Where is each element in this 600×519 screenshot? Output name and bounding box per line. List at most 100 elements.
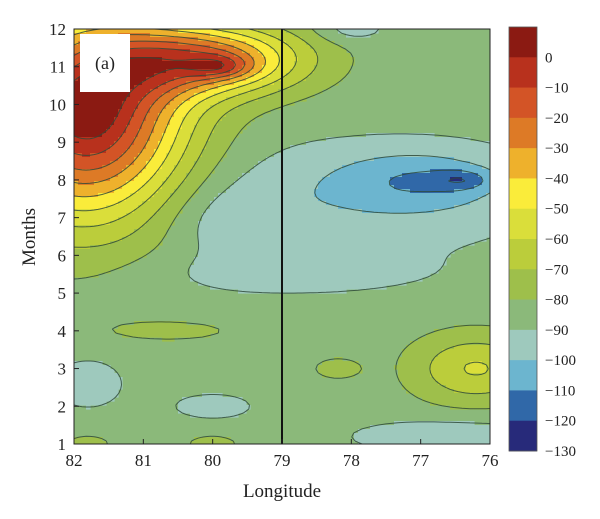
- contour-cell: [222, 141, 227, 146]
- contour-cell: [222, 201, 227, 206]
- contour-cell: [238, 177, 243, 182]
- contour-cell: [338, 61, 343, 66]
- contour-cell: [314, 285, 319, 290]
- contour-cell: [266, 29, 271, 34]
- contour-cell: [198, 61, 203, 66]
- contour-cell: [310, 265, 315, 270]
- contour-cell: [338, 281, 343, 286]
- contour-cell: [318, 245, 323, 250]
- contour-cell: [282, 237, 287, 242]
- contour-cell: [226, 189, 231, 194]
- contour-cell: [206, 149, 211, 154]
- contour-cell: [370, 193, 375, 198]
- contour-cell: [166, 93, 171, 98]
- contour-cell: [334, 285, 339, 290]
- contour-cell: [178, 117, 183, 122]
- contour-cell: [106, 245, 111, 250]
- contour-cell: [406, 161, 411, 166]
- contour-cell: [134, 253, 139, 258]
- contour-cell: [214, 93, 219, 98]
- contour-cell: [214, 45, 219, 50]
- contour-cell: [282, 197, 287, 202]
- contour-cell: [422, 237, 427, 242]
- contour-cell: [298, 261, 303, 266]
- contour-cell: [154, 73, 159, 78]
- contour-cell: [174, 165, 179, 170]
- contour-cell: [186, 61, 191, 66]
- contour-cell: [194, 177, 199, 182]
- contour-cell: [466, 241, 471, 246]
- contour-cell: [350, 229, 355, 234]
- contour-cell: [78, 173, 83, 178]
- contour-cell: [318, 153, 323, 158]
- contour-cell: [290, 93, 295, 98]
- contour-cell: [338, 197, 343, 202]
- contour-cell: [290, 205, 295, 210]
- contour-cell: [198, 237, 203, 242]
- contour-cell: [394, 177, 399, 182]
- contour-cell: [310, 37, 315, 42]
- contour-cell: [154, 53, 159, 58]
- contour-cell: [154, 65, 159, 70]
- contour-cell: [126, 105, 131, 110]
- contour-cell: [358, 153, 363, 158]
- contour-cell: [122, 233, 127, 238]
- contour-cell: [226, 141, 231, 146]
- contour-cell: [214, 141, 219, 146]
- contour-cell: [450, 153, 455, 158]
- contour-cell: [318, 65, 323, 70]
- contour-cell: [158, 221, 163, 226]
- contour-cell: [206, 237, 211, 242]
- contour-cell: [474, 161, 479, 166]
- contour-cell: [150, 85, 155, 90]
- contour-cell: [158, 117, 163, 122]
- contour-cell: [202, 129, 207, 134]
- contour-cell: [358, 205, 363, 210]
- contour-cell: [242, 213, 247, 218]
- contour-cell: [286, 97, 291, 102]
- contour-cell: [278, 45, 283, 50]
- contour-cell: [126, 261, 131, 266]
- contour-cell: [474, 173, 479, 178]
- contour-cell: [290, 157, 295, 162]
- contour-cell: [282, 209, 287, 214]
- contour-cell: [166, 33, 171, 38]
- contour-cell: [282, 173, 287, 178]
- contour-cell: [154, 113, 159, 118]
- contour-cell: [210, 97, 215, 102]
- contour-cell: [194, 169, 199, 174]
- contour-cell: [394, 185, 399, 190]
- contour-cell: [338, 241, 343, 246]
- contour-cell: [134, 177, 139, 182]
- contour-cell: [326, 45, 331, 50]
- contour-cell: [202, 253, 207, 258]
- contour-cell: [430, 177, 435, 182]
- contour-cell: [130, 101, 135, 106]
- contour-cell: [442, 153, 447, 158]
- contour-cell: [462, 209, 467, 214]
- contour-cell: [346, 157, 351, 162]
- contour-cell: [82, 205, 87, 210]
- contour-cell: [362, 205, 367, 210]
- contour-cell: [86, 145, 91, 150]
- contour-cell: [382, 249, 387, 254]
- contour-cell: [394, 189, 399, 194]
- contour-cell: [286, 197, 291, 202]
- contour-cell: [414, 137, 419, 142]
- contour-cell: [330, 285, 335, 290]
- contour-cell: [94, 161, 99, 166]
- contour-cell: [266, 37, 271, 42]
- contour-cell: [458, 185, 463, 190]
- contour-cell: [134, 73, 139, 78]
- contour-cell: [218, 29, 223, 34]
- contour-cell: [106, 173, 111, 178]
- contour-cell: [166, 37, 171, 42]
- contour-cell: [466, 225, 471, 230]
- contour-cell: [342, 69, 347, 74]
- contour-cell: [266, 57, 271, 62]
- contour-cell: [118, 253, 123, 258]
- contour-cell: [366, 181, 371, 186]
- contour-cell: [82, 149, 87, 154]
- contour-cell: [114, 257, 119, 262]
- contour-cell: [250, 185, 255, 190]
